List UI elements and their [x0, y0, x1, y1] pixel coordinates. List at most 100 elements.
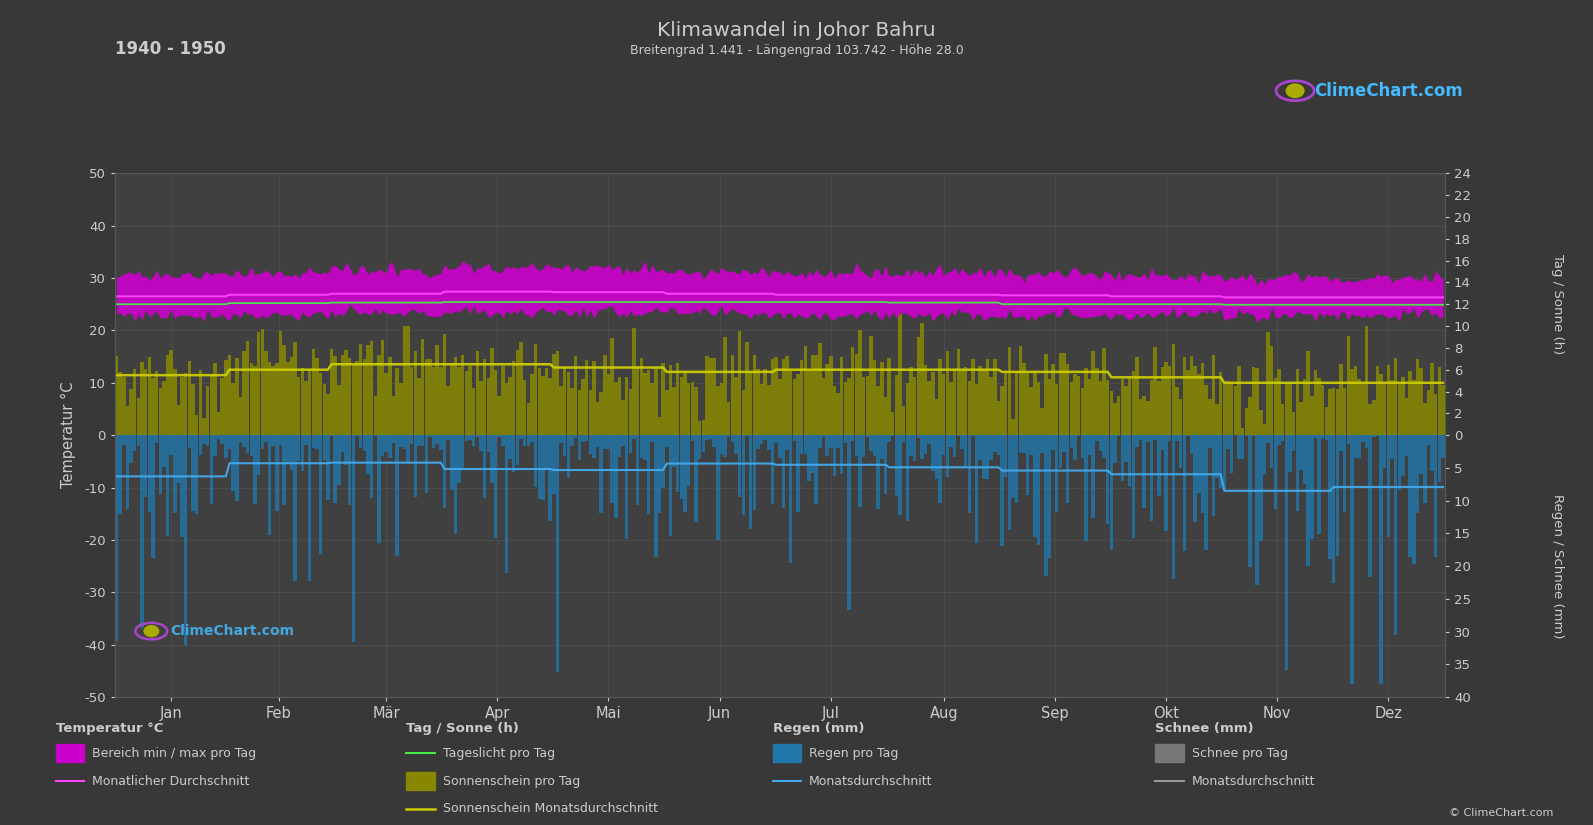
Bar	[927, 436, 930, 444]
Bar	[760, 436, 763, 444]
Bar	[655, 366, 658, 436]
Bar	[1153, 436, 1157, 440]
Bar	[534, 344, 537, 436]
Bar	[910, 367, 913, 436]
Bar	[701, 420, 706, 436]
Bar	[1292, 412, 1295, 436]
Bar	[1091, 436, 1094, 517]
Bar	[757, 436, 760, 449]
Bar	[1182, 436, 1187, 550]
Bar	[1048, 436, 1051, 558]
Bar	[1405, 398, 1408, 436]
Bar	[796, 374, 800, 436]
Bar	[414, 351, 417, 436]
Bar	[1278, 369, 1281, 436]
Bar	[1423, 436, 1427, 503]
Bar	[403, 326, 406, 436]
Bar	[1402, 436, 1405, 476]
Bar	[610, 337, 613, 436]
Bar	[570, 436, 573, 446]
Bar	[1114, 436, 1117, 463]
Bar	[392, 436, 395, 443]
Bar	[505, 436, 508, 573]
Bar	[695, 436, 698, 521]
Bar	[188, 361, 191, 436]
Bar	[840, 436, 843, 474]
Bar	[717, 436, 720, 540]
Bar	[1034, 371, 1037, 436]
Bar	[479, 380, 483, 436]
Bar	[1150, 436, 1153, 521]
Bar	[322, 436, 327, 460]
Text: Monatsdurchschnitt: Monatsdurchschnitt	[809, 775, 933, 788]
Bar	[859, 329, 862, 436]
Bar	[1329, 436, 1332, 559]
Bar	[695, 387, 698, 436]
Bar	[1442, 385, 1445, 436]
Bar	[129, 436, 132, 463]
Bar	[1066, 364, 1069, 436]
Bar	[1295, 369, 1298, 436]
Bar	[1037, 436, 1040, 544]
Bar	[910, 436, 913, 456]
Bar	[819, 436, 822, 448]
Bar	[1015, 371, 1018, 436]
Bar	[683, 436, 687, 512]
Bar	[953, 369, 956, 436]
Bar	[1354, 366, 1357, 436]
Bar	[865, 376, 868, 436]
Bar	[384, 436, 389, 452]
Bar	[1419, 436, 1423, 474]
Bar	[1018, 346, 1023, 436]
Bar	[159, 436, 162, 494]
Bar	[166, 436, 169, 536]
Bar	[768, 385, 771, 436]
Bar	[250, 436, 253, 456]
Bar	[675, 364, 680, 436]
Bar	[870, 436, 873, 451]
Bar	[1427, 390, 1431, 436]
Bar	[276, 436, 279, 512]
Bar	[924, 436, 927, 455]
Bar	[494, 436, 497, 539]
Bar	[1212, 436, 1215, 516]
Bar	[1442, 436, 1445, 458]
Bar	[1292, 436, 1295, 451]
Bar	[180, 436, 183, 537]
Bar	[1434, 394, 1437, 436]
Bar	[296, 377, 301, 436]
Bar	[964, 366, 967, 436]
Bar	[593, 436, 596, 458]
Bar	[1380, 436, 1383, 684]
Bar	[935, 399, 938, 436]
Bar	[1215, 436, 1219, 478]
Bar	[341, 436, 344, 452]
Bar	[742, 390, 746, 436]
Text: Klimawandel in Johor Bahru: Klimawandel in Johor Bahru	[658, 21, 935, 40]
Bar	[782, 436, 785, 507]
Bar	[647, 370, 650, 436]
Bar	[585, 436, 588, 441]
Bar	[720, 436, 723, 454]
Bar	[1037, 382, 1040, 436]
Bar	[261, 436, 264, 449]
Bar	[596, 403, 599, 436]
Bar	[220, 378, 225, 436]
Bar	[1351, 369, 1354, 436]
Bar	[1383, 436, 1386, 469]
Bar	[242, 351, 245, 436]
Bar	[1069, 382, 1074, 436]
Bar	[1238, 436, 1241, 459]
Bar	[851, 346, 854, 436]
Bar	[876, 436, 879, 509]
Bar	[358, 344, 363, 436]
Bar	[1099, 381, 1102, 436]
Bar	[268, 436, 271, 535]
Bar	[519, 436, 523, 440]
Bar	[746, 342, 749, 436]
Bar	[228, 436, 231, 449]
Bar	[1300, 436, 1303, 470]
Bar	[930, 436, 935, 471]
Bar	[636, 365, 639, 436]
Bar	[723, 337, 726, 436]
